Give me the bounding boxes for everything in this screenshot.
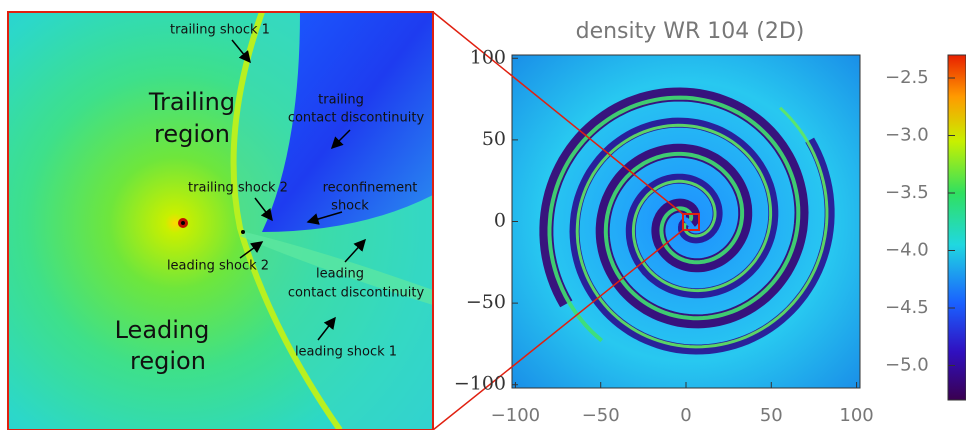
y-tick-label: 0 bbox=[494, 210, 506, 232]
annotation: shock bbox=[331, 199, 369, 214]
colorbar-tick-label: −5.0 bbox=[885, 355, 929, 376]
map-title: density WR 104 (2D) bbox=[576, 19, 805, 44]
annotation: trailing shock 1 bbox=[170, 23, 270, 38]
spiral-arm bbox=[575, 106, 829, 349]
colorbar-tick-label: −3.5 bbox=[885, 182, 929, 203]
colorbar-tick-label: −2.5 bbox=[885, 67, 929, 88]
y-tick-label: 100 bbox=[470, 46, 506, 68]
annotation: Trailing bbox=[148, 88, 235, 116]
zoom-image bbox=[8, 12, 433, 430]
colorbar bbox=[947, 54, 966, 401]
spiral-arm bbox=[539, 87, 809, 329]
x-tick-label: −100 bbox=[491, 405, 540, 426]
annotation: Leading bbox=[115, 316, 210, 344]
x-tick-label: 100 bbox=[839, 405, 873, 426]
annotation: region bbox=[154, 120, 230, 148]
annotation: region bbox=[130, 347, 206, 375]
colorbar-tick-label: −3.0 bbox=[885, 125, 929, 146]
x-tick-label: 0 bbox=[680, 405, 691, 426]
annotation: contact discontinuity bbox=[288, 286, 425, 301]
annotation: leading shock 2 bbox=[167, 259, 269, 274]
x-tick-label: −50 bbox=[582, 405, 620, 426]
arrows bbox=[231, 39, 367, 341]
y-tick-label: −100 bbox=[454, 373, 506, 395]
x-tick-label: 50 bbox=[760, 405, 783, 426]
colorbar-tick-label: −4.5 bbox=[885, 297, 929, 318]
annotation: leading shock 1 bbox=[295, 345, 397, 360]
labels: trailing shock 1 Trailing region trailing co… bbox=[115, 23, 425, 376]
annotation: trailing bbox=[318, 93, 364, 108]
annotation: contact discontinuity bbox=[288, 111, 425, 126]
annotation: leading bbox=[316, 267, 364, 282]
colorbar-tick-label: −4.0 bbox=[885, 240, 929, 261]
spiral-arm bbox=[569, 117, 835, 355]
y-tick-label: 50 bbox=[482, 128, 506, 150]
annotation: trailing shock 2 bbox=[188, 181, 288, 196]
density-image bbox=[512, 55, 860, 388]
annotation: reconfinement bbox=[323, 181, 418, 196]
spiral-arm bbox=[547, 95, 801, 343]
y-tick-label: −50 bbox=[466, 291, 506, 313]
